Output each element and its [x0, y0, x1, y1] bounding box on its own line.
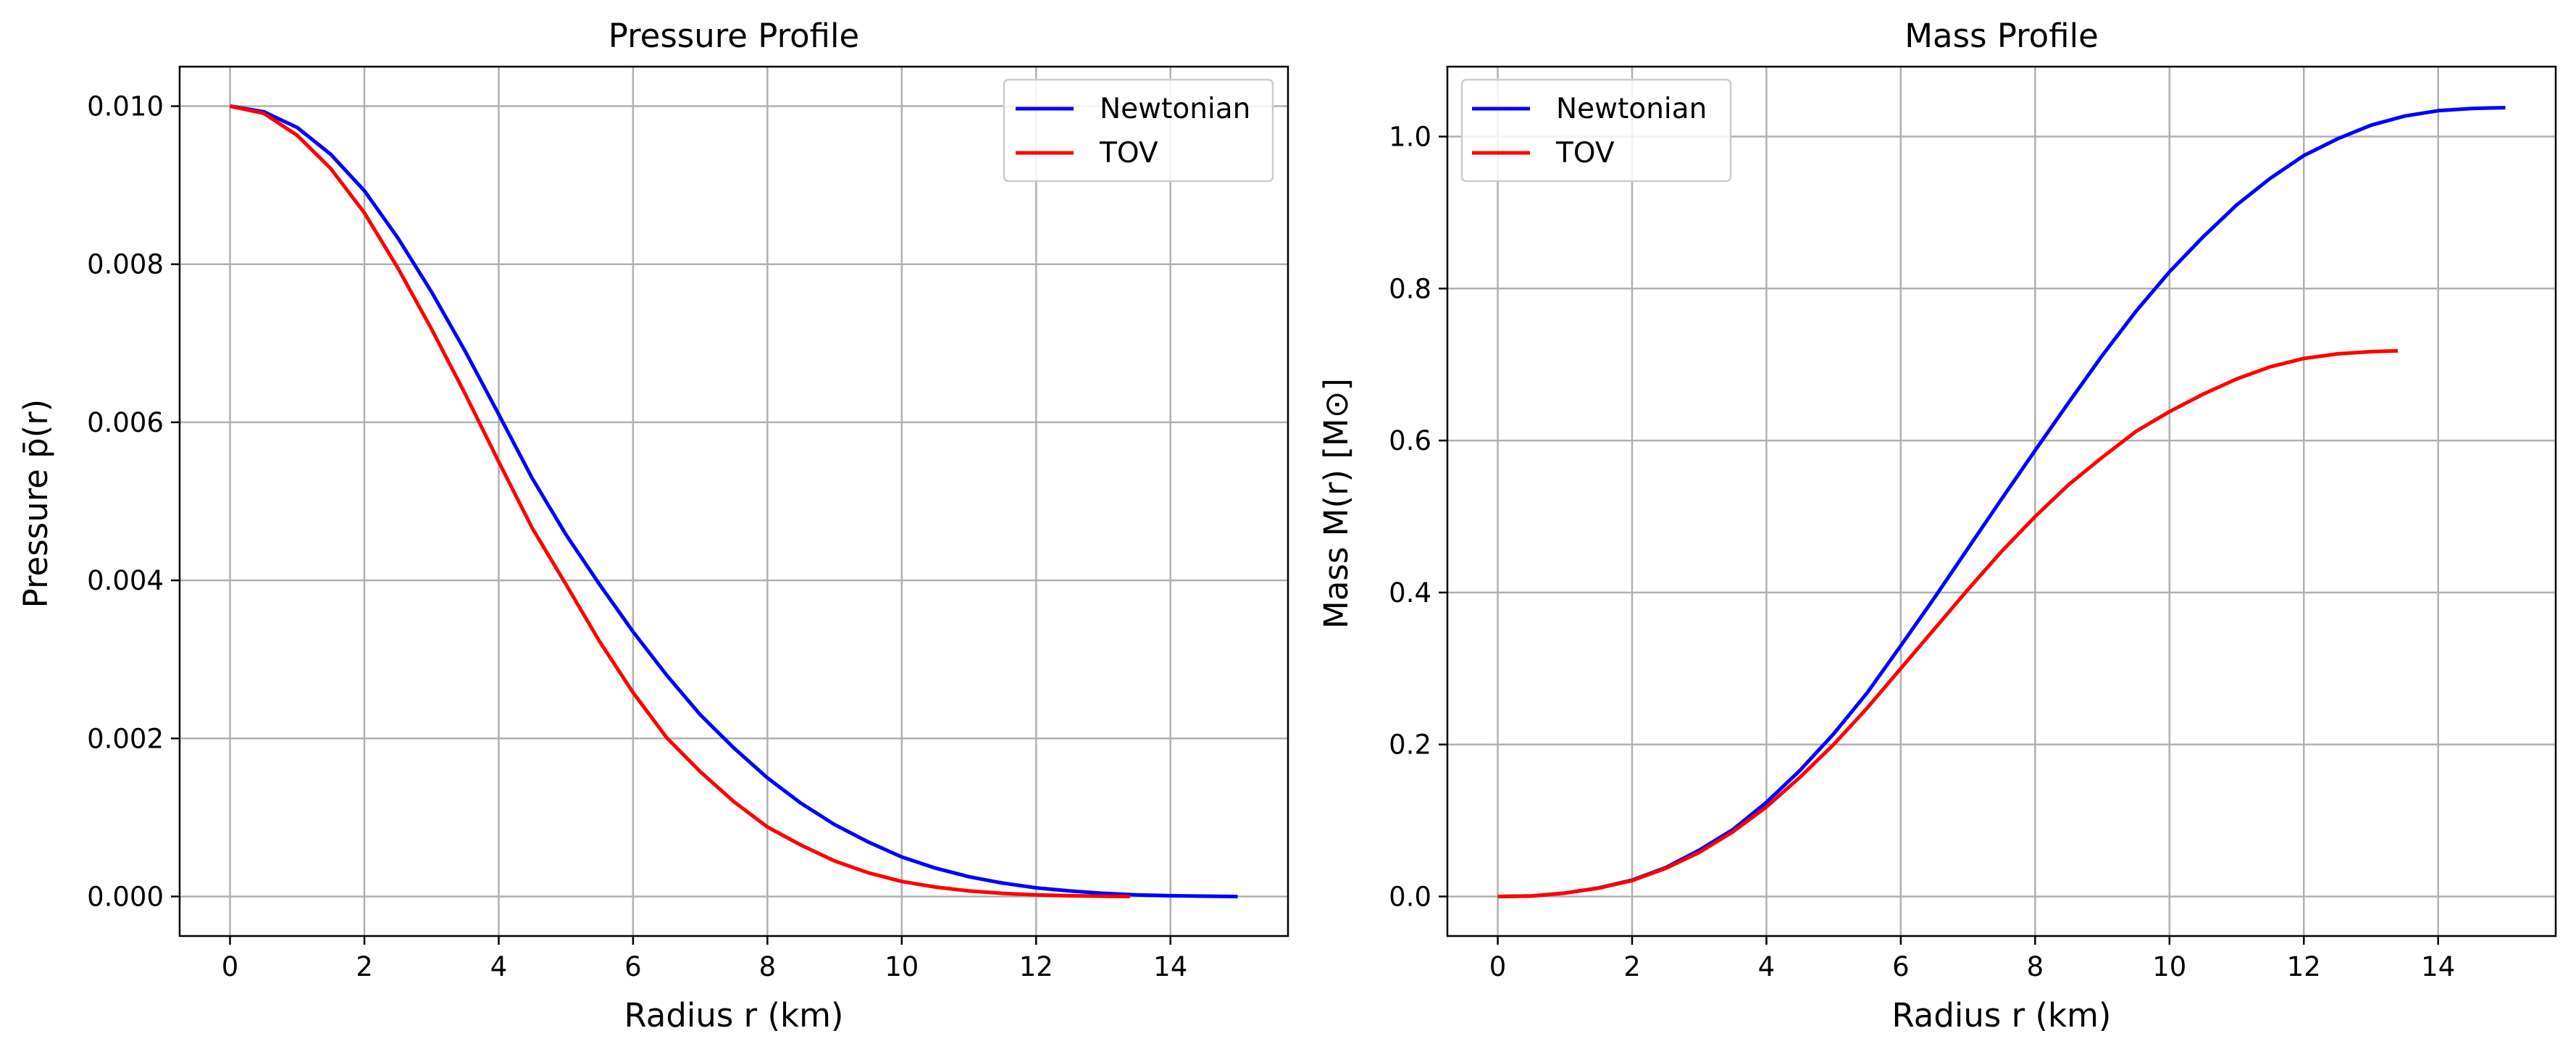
mass-legend-label-newtonian: Newtonian [1556, 93, 1707, 125]
pressure-legend-box [1003, 78, 1274, 183]
pressure-profile-panel: Pressure Profile Radius r (km) Pressure … [17, 17, 1289, 1035]
pressure-legend: Newtonian TOV [1003, 78, 1274, 183]
pressure-y-tick-label: 0.002 [87, 723, 164, 754]
pressure-series-tov-line [229, 104, 1131, 898]
pressure-grid [180, 67, 1288, 936]
mass-chart-title: Mass Profile [1904, 17, 2099, 55]
mass-legend-box [1460, 78, 1732, 183]
mass-series-layer [1497, 106, 2506, 898]
pressure-x-tick-label: 10 [885, 951, 919, 982]
mass-y-tick-label: 0.6 [1389, 425, 1431, 456]
pressure-y-tick-label: 0.000 [87, 881, 164, 912]
mass-y-tick-label: 1.0 [1389, 122, 1431, 153]
pressure-x-tick-label: 12 [1019, 951, 1053, 982]
pressure-y-tick-label: 0.008 [87, 249, 164, 280]
pressure-x-tick-label: 4 [490, 951, 508, 982]
mass-x-axis-label: Radius r (km) [1891, 996, 2111, 1035]
pressure-chart-title: Pressure Profile [609, 17, 859, 55]
mass-profile-panel: Mass Profile Radius r (km) Mass M(r) [M⊙… [1317, 17, 2557, 1035]
mass-legend: Newtonian TOV [1460, 78, 1732, 183]
mass-ticks: 0 2 4 6 8 10 12 14 0.0 0.2 0.4 0.6 0.8 1.0 [1389, 122, 2455, 982]
pressure-y-tick-label: 0.006 [87, 407, 164, 438]
mass-x-tick-label: 2 [1623, 951, 1641, 982]
pressure-x-tick-label: 6 [624, 951, 642, 982]
mass-x-tick-label: 4 [1758, 951, 1776, 982]
mass-plot-frame [1446, 65, 2557, 937]
pressure-series-newtonian-line [230, 104, 1238, 898]
pressure-legend-label-newtonian: Newtonian [1100, 93, 1250, 125]
pressure-x-tick-label: 0 [222, 951, 239, 982]
mass-x-tick-label: 14 [2421, 951, 2455, 982]
pressure-series-layer [229, 104, 1238, 898]
pressure-y-tick-label: 0.010 [87, 91, 164, 122]
pressure-plot-frame [178, 65, 1289, 937]
mass-y-tick-label: 0.8 [1389, 273, 1431, 304]
pressure-legend-label-tov: TOV [1099, 137, 1158, 170]
pressure-x-axis-label: Radius r (km) [624, 996, 843, 1035]
pressure-x-tick-label: 8 [759, 951, 777, 982]
pressure-y-tick-label: 0.004 [87, 565, 164, 596]
mass-y-tick-label: 0.0 [1389, 881, 1431, 912]
mass-x-tick-label: 12 [2287, 951, 2321, 982]
mass-y-tick-label: 0.4 [1389, 577, 1431, 609]
mass-x-tick-label: 10 [2152, 951, 2186, 982]
pressure-x-tick-label: 2 [356, 951, 373, 982]
mass-y-tick-label: 0.2 [1389, 730, 1431, 761]
mass-y-axis-label: Mass M(r) [M⊙] [1317, 378, 1355, 629]
mass-series-tov-line [1497, 348, 2399, 898]
mass-x-tick-label: 8 [2027, 951, 2044, 982]
mass-legend-label-tov: TOV [1555, 137, 1615, 170]
pressure-y-axis-label: Pressure p̄(r) [17, 399, 55, 609]
mass-x-tick-label: 0 [1489, 951, 1507, 982]
pressure-x-tick-label: 14 [1153, 951, 1187, 982]
mass-x-tick-label: 6 [1892, 951, 1910, 982]
pressure-ticks: 0 2 4 6 8 10 12 14 0.000 0.002 0.004 0.006 0.008 0.01… [87, 91, 1187, 982]
